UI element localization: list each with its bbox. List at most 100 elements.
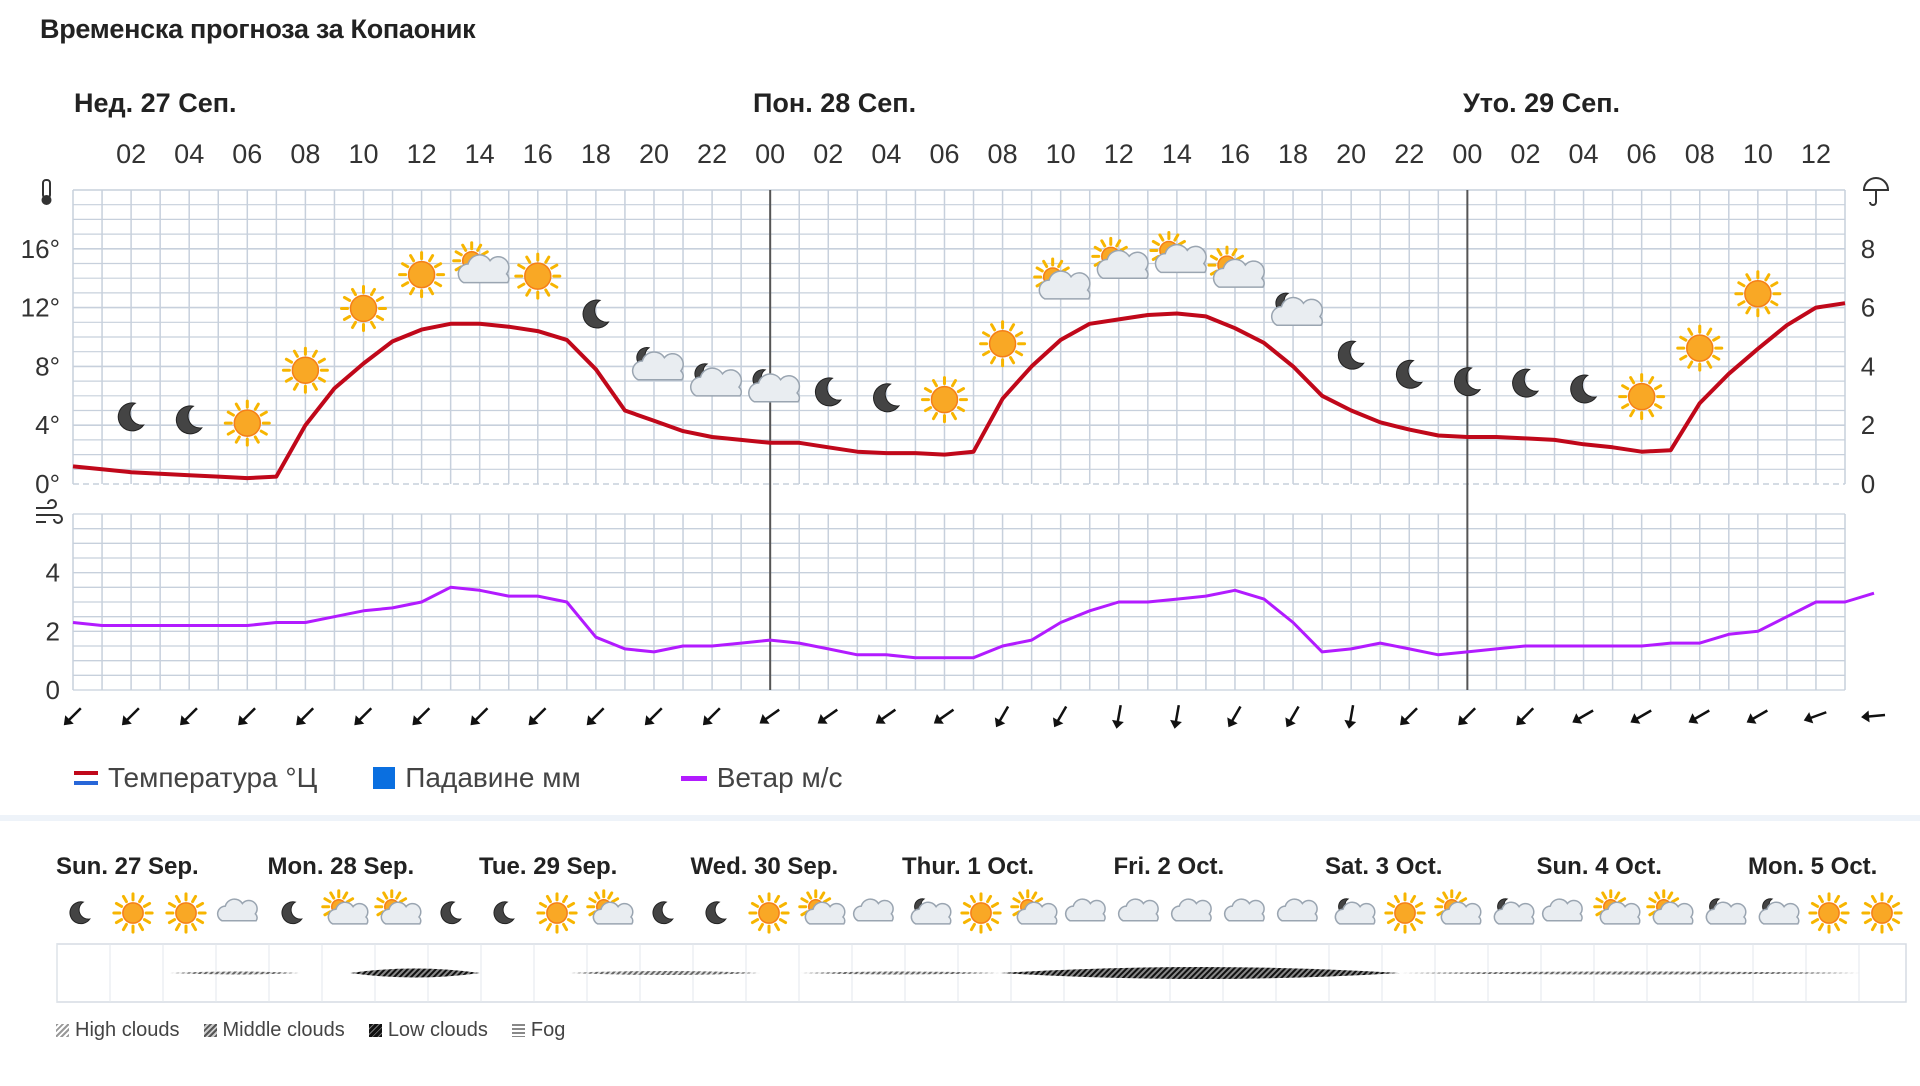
wind-arrow [412, 707, 431, 726]
cloud-band [170, 971, 300, 975]
chart-legend: Температура °Ц Падавине мм Ветар м/с [74, 758, 899, 798]
cloud-icon [1223, 898, 1265, 922]
moon-icon [814, 377, 842, 407]
temperature-tick: 16° [21, 234, 60, 264]
moon-cloud-icon [748, 369, 801, 403]
moon-cloud-icon [1758, 898, 1800, 925]
sun-cloud-icon [1091, 236, 1149, 280]
moon-icon [705, 901, 727, 925]
moon-icon [117, 402, 145, 432]
sun-icon [1734, 270, 1782, 318]
sun-icon [281, 346, 329, 394]
legend-wind-label: Ветар м/с [716, 762, 843, 793]
cloud-icon [631, 351, 684, 381]
cloud-legend-fog: Fog [511, 1019, 566, 1042]
sun-icon [1808, 892, 1850, 934]
overview-day-label: Wed. 30 Sep. [691, 853, 839, 880]
sun-cloud-icon [374, 889, 422, 925]
hour-label: 10 [348, 139, 378, 169]
wind-arrow [1803, 711, 1827, 724]
wind-arrow [1688, 709, 1710, 724]
sun-icon [1676, 324, 1724, 372]
wind-arrow [1052, 705, 1068, 728]
wind-swatch [680, 775, 707, 781]
legend-temperature[interactable]: Температура °Ц [74, 762, 317, 794]
cloud-icon [852, 898, 894, 922]
moon-cloud-icon [1334, 898, 1376, 925]
sun-icon [1618, 373, 1666, 421]
wind-arrow [121, 707, 140, 726]
day-header: Пон. 28 Сеп. [753, 88, 916, 118]
sun-icon [748, 892, 790, 934]
wind-arrow [1746, 709, 1769, 724]
moon-icon [1512, 368, 1540, 398]
moon-icon [1512, 368, 1540, 398]
moon-cloud-icon [690, 363, 743, 397]
legend-precipitation[interactable]: Падавине мм [373, 762, 581, 794]
precipitation-tick: 0 [1861, 469, 1875, 499]
overview-day-label: Mon. 5 Oct. [1748, 853, 1877, 880]
wind-arrow [586, 707, 605, 726]
precipitation-tick: 6 [1861, 293, 1875, 323]
cloud-legend-label: Fog [530, 1019, 566, 1041]
overview-panel: Sun. 27 Sep. Mon. 28 Sep. Tue. 29 Sep. Wed.… [0, 815, 1920, 1086]
sun-icon [339, 284, 387, 332]
hour-label: 08 [290, 139, 320, 169]
moon-icon [493, 901, 515, 925]
moon-icon [1570, 374, 1598, 404]
sun-cloud-icon [586, 889, 634, 925]
wind-arrow [933, 708, 955, 724]
cloud-band [1400, 971, 1860, 975]
overview-chart: Sun. 27 Sep. Mon. 28 Sep. Tue. 29 Sep. Wed.… [56, 853, 1907, 1003]
moon-icon [281, 901, 303, 925]
cloud-icon [380, 901, 422, 925]
sun-icon [920, 376, 968, 424]
temperature-tick: 4° [35, 410, 60, 440]
cloud-legend-high: High clouds [56, 1019, 180, 1042]
hour-label: 16 [1220, 139, 1250, 169]
cloud-band [800, 971, 1000, 975]
cloud-legend-middle: Middle clouds [203, 1019, 345, 1042]
cloud-band [570, 971, 760, 975]
wind-arrow [1227, 705, 1242, 728]
sun-icon [223, 399, 271, 447]
sun-cloud-icon [798, 889, 846, 925]
cloud-icon [1038, 270, 1091, 300]
hour-label: 02 [1510, 139, 1540, 169]
sun-icon [920, 376, 968, 424]
overview-day-label: Fri. 2 Oct. [1114, 853, 1225, 880]
wind-arrow [1516, 707, 1535, 726]
legend-wind[interactable]: Ветар м/с [680, 762, 843, 794]
middle-clouds-swatch [203, 1024, 217, 1037]
sun-cloud-icon [1646, 889, 1694, 925]
hour-label: 00 [1452, 139, 1482, 169]
overview-day-label: Sun. 27 Sep. [56, 853, 199, 880]
wind-arrow [1285, 705, 1300, 728]
sun-icon [1384, 892, 1426, 934]
wind-tick: 4 [46, 558, 60, 588]
sun-icon [223, 399, 271, 447]
sun-cloud-icon [1033, 257, 1091, 300]
sun-icon [398, 251, 446, 299]
cloud-icon [1096, 249, 1149, 280]
overview-day-label: Tue. 29 Sep. [479, 853, 617, 880]
wind-arrow [238, 707, 256, 726]
moon-icon [1337, 340, 1365, 370]
sun-icon [536, 892, 578, 934]
moon-icon [175, 405, 203, 435]
cloud-band [350, 968, 480, 978]
moon-cloud-icon [1271, 292, 1324, 327]
sun-icon [165, 892, 207, 934]
hour-label: 06 [1627, 139, 1657, 169]
moon-icon [1395, 359, 1423, 389]
cloud-legend-low: Low clouds [368, 1019, 488, 1042]
cloud-icon [748, 373, 801, 403]
hour-label: 08 [988, 139, 1018, 169]
cloud-icon [852, 898, 894, 922]
hour-label: 06 [232, 139, 262, 169]
cloud-icon [457, 254, 510, 284]
wind-arrow [1861, 710, 1886, 723]
moon-icon [440, 901, 462, 925]
sun-cloud-icon [1207, 245, 1265, 288]
wind-arrow [296, 707, 315, 726]
